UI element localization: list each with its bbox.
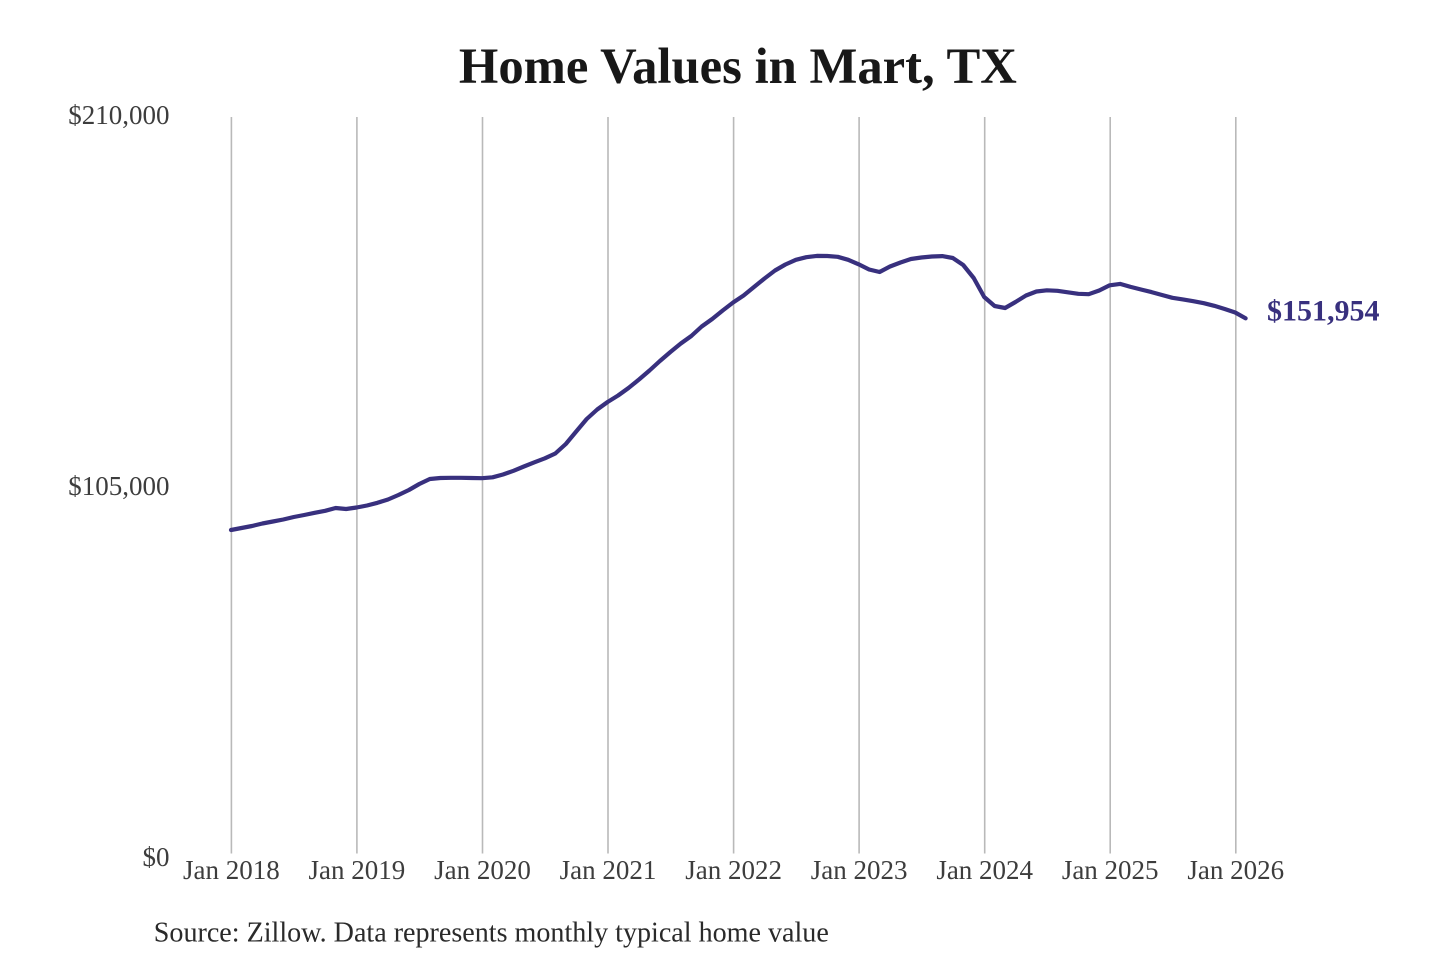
svg-text:$151,954: $151,954: [1267, 295, 1380, 328]
svg-text:Jan 2024: Jan 2024: [936, 855, 1033, 885]
svg-text:Jan 2018: Jan 2018: [183, 855, 280, 885]
svg-text:Jan 2026: Jan 2026: [1187, 855, 1284, 885]
svg-text:Jan 2020: Jan 2020: [434, 855, 531, 885]
svg-text:$210,000: $210,000: [68, 100, 169, 130]
svg-text:Home Values in Mart, TX: Home Values in Mart, TX: [459, 39, 1017, 95]
svg-text:Jan 2019: Jan 2019: [309, 855, 406, 885]
svg-text:Jan 2023: Jan 2023: [811, 855, 908, 885]
svg-text:Jan 2021: Jan 2021: [560, 855, 657, 885]
svg-text:Source: Zillow. Data represent: Source: Zillow. Data represents monthly …: [154, 918, 829, 949]
svg-text:Jan 2025: Jan 2025: [1062, 855, 1159, 885]
svg-text:Jan 2022: Jan 2022: [685, 855, 782, 885]
svg-text:$0: $0: [143, 842, 170, 872]
svg-text:$105,000: $105,000: [68, 471, 169, 501]
